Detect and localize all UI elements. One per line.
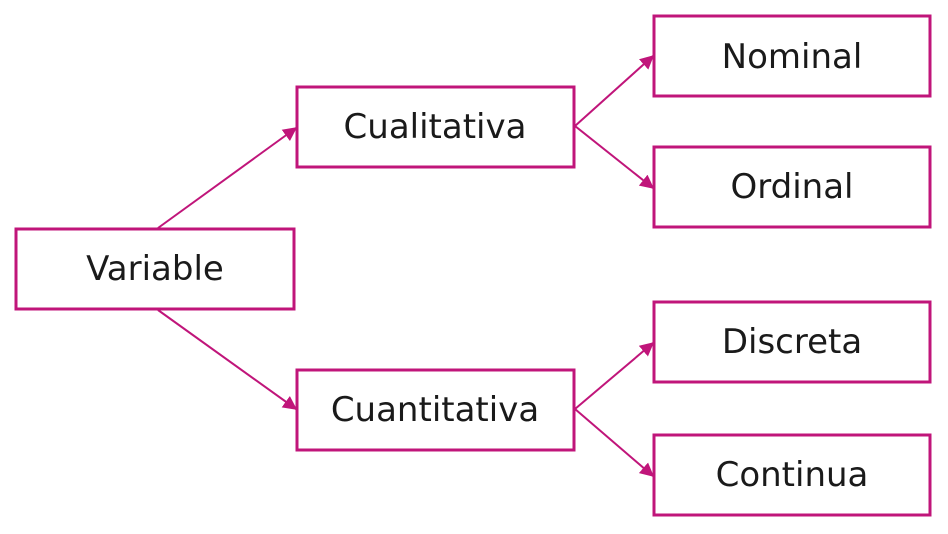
node-discreta-box (652, 300, 932, 384)
node-nominal-label: Nominal (722, 37, 863, 77)
node-variable-box (14, 227, 296, 311)
node-discreta-label: Discreta (722, 322, 862, 362)
node-continua-label: Continua (716, 455, 869, 495)
node-nominal-box (652, 14, 932, 98)
node-cuantitativa-label: Cuantitativa (331, 390, 539, 430)
node-variable-label: Variable (86, 249, 224, 289)
node-discreta: Discreta (652, 300, 932, 384)
node-cualitativa: Cualitativa (295, 85, 576, 169)
edge-cuantitativa-continua (574, 408, 655, 477)
node-ordinal-label: Ordinal (730, 167, 853, 207)
node-cuantitativa: Cuantitativa (295, 368, 576, 452)
edge-variable-cuantitativa (157, 309, 298, 410)
edge-variable-cualitativa (157, 127, 298, 229)
node-cuantitativa-box (295, 368, 576, 452)
edges (157, 55, 655, 477)
node-nominal: Nominal (652, 14, 932, 98)
node-continua: Continua (652, 433, 932, 517)
node-ordinal-box (652, 145, 932, 229)
edge-cuantitativa-discreta (574, 342, 655, 410)
edge-cualitativa-ordinal (574, 125, 655, 189)
node-ordinal: Ordinal (652, 145, 932, 229)
node-variable: Variable (14, 227, 296, 311)
edge-cualitativa-nominal (574, 55, 655, 127)
node-cualitativa-box (295, 85, 576, 169)
node-cualitativa-label: Cualitativa (344, 107, 527, 147)
node-continua-box (652, 433, 932, 517)
